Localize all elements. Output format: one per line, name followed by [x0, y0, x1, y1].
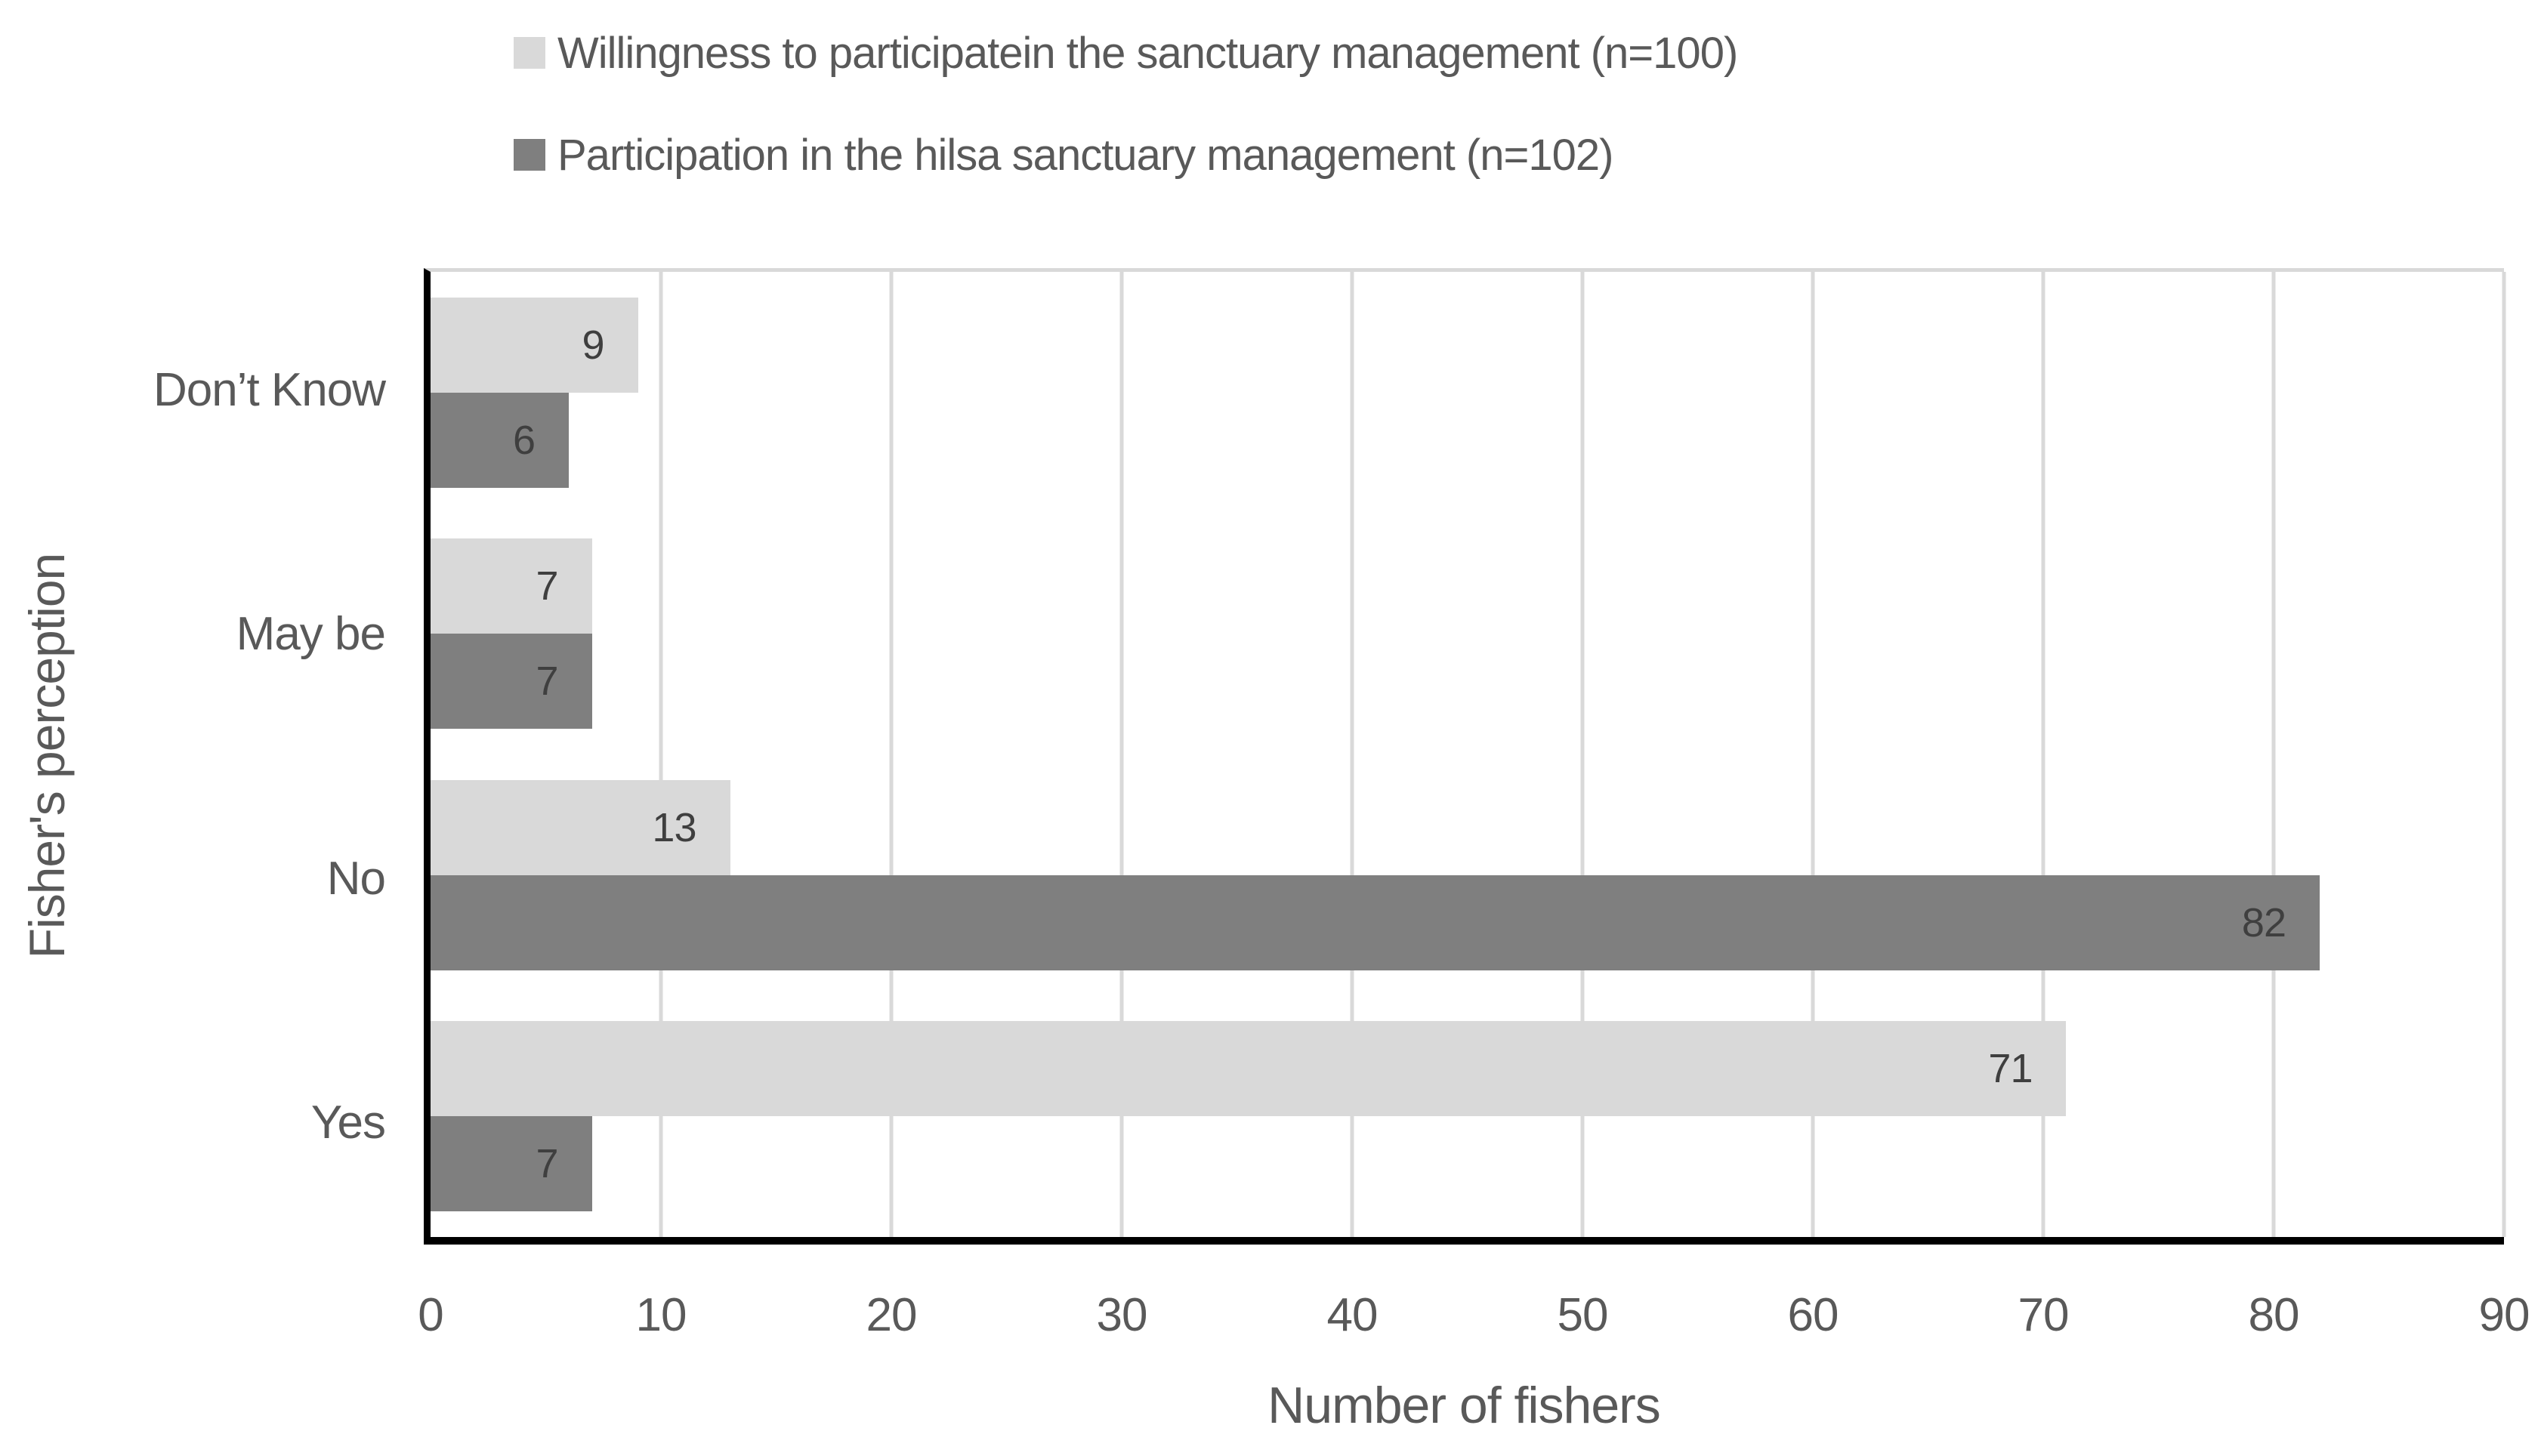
gridline — [889, 272, 894, 1237]
x-tick-label: 90 — [2478, 1289, 2530, 1341]
x-tick-label: 30 — [1096, 1289, 1148, 1341]
bar: 9 — [431, 297, 638, 393]
bar-value-label: 71 — [1988, 1046, 2033, 1092]
x-tick-label: 0 — [418, 1289, 443, 1341]
bar: 7 — [431, 634, 592, 730]
bar-value-label: 7 — [536, 563, 558, 609]
legend-item-participation: Participation in the hilsa sanctuary man… — [514, 121, 1737, 189]
gridline — [2041, 272, 2045, 1237]
category-label: No — [326, 852, 386, 905]
legend-label-willingness: Willingness to participatein the sanctua… — [557, 28, 1738, 78]
bar: 71 — [431, 1021, 2067, 1117]
category-label: May be — [236, 608, 386, 661]
x-tick-label: 10 — [635, 1289, 687, 1341]
bar: 82 — [431, 875, 2320, 970]
x-tick-label: 40 — [1326, 1289, 1379, 1341]
gridline — [1811, 272, 1815, 1237]
x-tick-label: 60 — [1787, 1289, 1839, 1341]
x-tick-label: 70 — [2018, 1289, 2070, 1341]
legend-item-willingness: Willingness to participatein the sanctua… — [514, 19, 1738, 87]
chart-legend: Willingness to participatein the sanctua… — [514, 19, 1738, 189]
bar-value-label: 9 — [582, 322, 604, 368]
category-axis-labels: Don’t Know May be No Yes — [60, 268, 386, 1245]
bar: 13 — [431, 779, 730, 875]
x-axis-tick-labels: 0 10 20 30 40 50 60 70 80 90 — [418, 1288, 2530, 1349]
category-label: Don’t Know — [153, 364, 386, 417]
bar-value-label: 7 — [536, 659, 558, 705]
bar-value-label: 6 — [512, 417, 536, 463]
bar: 7 — [431, 1116, 592, 1212]
gridline — [1119, 272, 1124, 1237]
category-label: Yes — [310, 1096, 386, 1149]
bar-group-no: 13 82 — [431, 754, 2504, 996]
bar-value-label: 82 — [2241, 899, 2286, 945]
gridline — [2502, 272, 2506, 1237]
legend-label-participation: Participation in the hilsa sanctuary man… — [557, 130, 1613, 180]
bar-value-label: 7 — [536, 1141, 558, 1187]
plot-area: 9 6 7 7 13 82 71 7 — [424, 268, 2506, 1245]
gridline — [659, 272, 663, 1237]
gridline — [2271, 272, 2276, 1237]
bar-value-label: 13 — [652, 804, 696, 850]
x-tick-label: 80 — [2248, 1289, 2300, 1341]
bar-group-yes: 71 7 — [431, 996, 2504, 1238]
legend-swatch-light-icon — [514, 37, 545, 69]
legend-swatch-dark-icon — [514, 139, 545, 171]
x-tick-label: 50 — [1557, 1289, 1609, 1341]
gridline — [1580, 272, 1585, 1237]
bar: 6 — [431, 392, 569, 488]
x-axis-title: Number of fishers — [1267, 1377, 1661, 1434]
x-tick-label: 20 — [866, 1289, 918, 1341]
bar: 7 — [431, 538, 592, 634]
gridline — [1350, 272, 1354, 1237]
